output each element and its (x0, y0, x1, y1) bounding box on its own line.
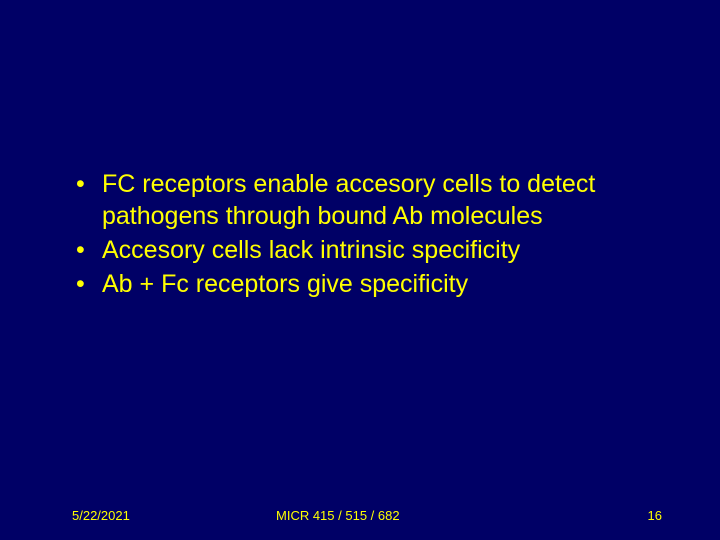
bullet-item: • Accesory cells lack intrinsic specific… (70, 234, 650, 266)
bullet-marker: • (70, 234, 102, 266)
footer-date: 5/22/2021 (72, 508, 130, 523)
bullet-item: • FC receptors enable accesory cells to … (70, 168, 650, 232)
footer-course: MICR 415 / 515 / 682 (276, 508, 400, 523)
bullet-item: • Ab + Fc receptors give specificity (70, 268, 650, 300)
bullet-text: Ab + Fc receptors give specificity (102, 268, 650, 300)
bullet-list: • FC receptors enable accesory cells to … (70, 168, 650, 302)
bullet-text: Accesory cells lack intrinsic specificit… (102, 234, 650, 266)
footer-page-number: 16 (648, 508, 662, 523)
bullet-text: FC receptors enable accesory cells to de… (102, 168, 650, 232)
bullet-marker: • (70, 268, 102, 300)
bullet-marker: • (70, 168, 102, 200)
